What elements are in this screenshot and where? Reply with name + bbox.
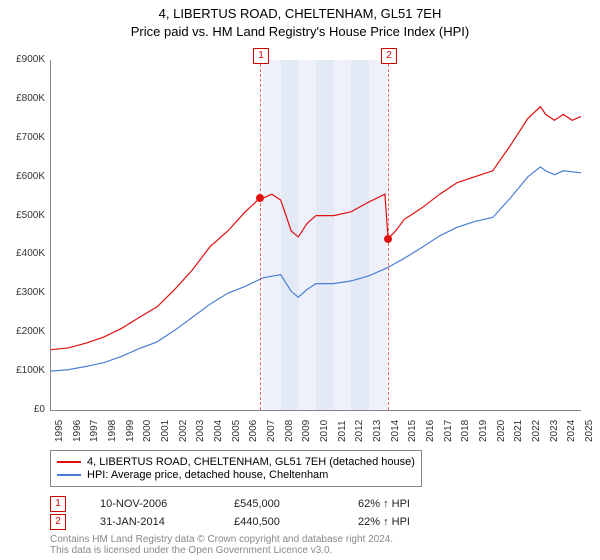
sales-row-idx: 2 <box>50 514 66 530</box>
x-axis-tick: 2005 <box>231 420 242 442</box>
x-axis-tick: 2002 <box>178 420 189 442</box>
x-axis-tick: 1997 <box>89 420 100 442</box>
sales-row-price: £440,500 <box>234 516 324 528</box>
footer-line-1: Contains HM Land Registry data © Crown c… <box>50 534 393 545</box>
sales-row-idx: 1 <box>50 496 66 512</box>
sale-dot <box>256 194 264 202</box>
x-axis-tick: 1995 <box>54 420 65 442</box>
sales-row-price: £545,000 <box>234 498 324 510</box>
y-axis-tick: £800K <box>1 94 45 104</box>
title-line-1: 4, LIBERTUS ROAD, CHELTENHAM, GL51 7EH <box>0 6 600 21</box>
x-axis-tick: 2011 <box>337 420 348 442</box>
sale-marker-box: 2 <box>381 48 397 64</box>
chart-plot-area: £0£100K£200K£300K£400K£500K£600K£700K£80… <box>50 60 581 411</box>
x-axis-tick: 2003 <box>195 420 206 442</box>
x-axis-tick: 2025 <box>584 420 595 442</box>
sales-row-date: 31-JAN-2014 <box>100 516 200 528</box>
legend-swatch-prop <box>57 461 81 463</box>
y-axis-tick: £200K <box>1 327 45 337</box>
y-axis-tick: £600K <box>1 172 45 182</box>
x-axis-tick: 2012 <box>354 420 365 442</box>
sales-row: 1 10-NOV-2006 £545,000 62% ↑ HPI <box>50 496 410 512</box>
x-axis-tick: 2001 <box>160 420 171 442</box>
x-axis-tick: 2018 <box>460 420 471 442</box>
x-axis-tick: 2024 <box>566 420 577 442</box>
legend-row-prop: 4, LIBERTUS ROAD, CHELTENHAM, GL51 7EH (… <box>57 456 415 468</box>
legend-swatch-hpi <box>57 474 81 476</box>
x-axis-tick: 1999 <box>125 420 136 442</box>
x-axis-tick: 2013 <box>372 420 383 442</box>
sales-table: 1 10-NOV-2006 £545,000 62% ↑ HPI 2 31-JAN-201… <box>50 496 410 532</box>
x-axis-tick: 2019 <box>478 420 489 442</box>
x-axis-tick: 1996 <box>72 420 83 442</box>
x-axis-tick: 2016 <box>425 420 436 442</box>
x-axis-tick: 2004 <box>213 420 224 442</box>
sales-row-hpi-delta: 62% ↑ HPI <box>358 498 410 510</box>
x-axis-tick: 1998 <box>107 420 118 442</box>
x-axis-tick: 2010 <box>319 420 330 442</box>
x-axis-tick: 2021 <box>513 420 524 442</box>
footer-line-2: This data is licensed under the Open Gov… <box>50 545 393 556</box>
chart-lines-svg <box>51 60 581 410</box>
y-axis-tick: £700K <box>1 133 45 143</box>
x-axis-tick: 2017 <box>443 420 454 442</box>
legend-label-hpi: HPI: Average price, detached house, Chel… <box>87 469 328 481</box>
x-axis-tick: 2000 <box>142 420 153 442</box>
y-axis-tick: £900K <box>1 55 45 65</box>
x-axis-tick: 2007 <box>266 420 277 442</box>
y-axis-tick: £0 <box>1 405 45 415</box>
y-axis-tick: £400K <box>1 249 45 259</box>
legend-label-prop: 4, LIBERTUS ROAD, CHELTENHAM, GL51 7EH (… <box>87 456 415 468</box>
sales-row: 2 31-JAN-2014 £440,500 22% ↑ HPI <box>50 514 410 530</box>
footer-text: Contains HM Land Registry data © Crown c… <box>50 534 393 556</box>
series-line <box>51 107 581 350</box>
legend-row-hpi: HPI: Average price, detached house, Chel… <box>57 469 415 481</box>
sale-dot <box>384 235 392 243</box>
x-axis-tick: 2014 <box>390 420 401 442</box>
x-axis-tick: 2006 <box>248 420 259 442</box>
x-axis-tick: 2020 <box>496 420 507 442</box>
x-axis-tick: 2022 <box>531 420 542 442</box>
sales-row-hpi-delta: 22% ↑ HPI <box>358 516 410 528</box>
x-axis-tick: 2009 <box>301 420 312 442</box>
x-axis-tick: 2008 <box>284 420 295 442</box>
title-line-2: Price paid vs. HM Land Registry's House … <box>0 24 600 39</box>
x-axis-tick: 2015 <box>407 420 418 442</box>
sale-marker-box: 1 <box>253 48 269 64</box>
sales-row-date: 10-NOV-2006 <box>100 498 200 510</box>
chart-legend: 4, LIBERTUS ROAD, CHELTENHAM, GL51 7EH (… <box>50 450 422 487</box>
sale-marker-line <box>260 64 261 410</box>
x-axis-tick: 2023 <box>549 420 560 442</box>
series-line <box>51 167 581 371</box>
y-axis-tick: £500K <box>1 211 45 221</box>
y-axis-tick: £300K <box>1 288 45 298</box>
y-axis-tick: £100K <box>1 366 45 376</box>
